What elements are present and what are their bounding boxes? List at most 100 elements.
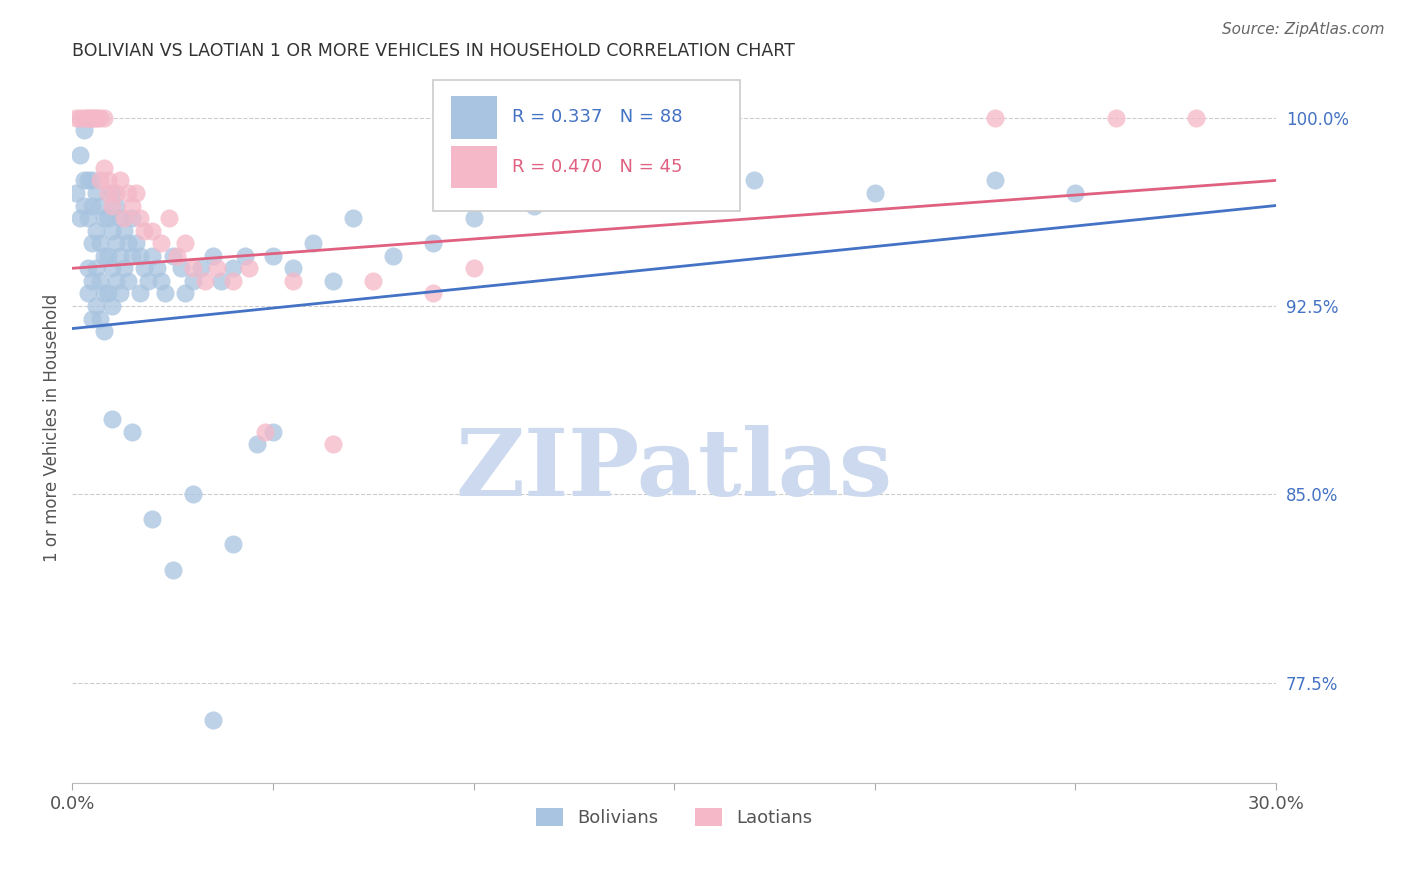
Point bbox=[121, 425, 143, 439]
Point bbox=[281, 261, 304, 276]
Point bbox=[82, 198, 104, 212]
Point bbox=[422, 236, 444, 251]
Point bbox=[89, 173, 111, 187]
Point bbox=[101, 186, 124, 200]
Point bbox=[93, 211, 115, 225]
Point bbox=[984, 173, 1007, 187]
Point bbox=[322, 274, 344, 288]
Point bbox=[69, 148, 91, 162]
Point bbox=[110, 286, 132, 301]
Point bbox=[101, 198, 124, 212]
Point bbox=[82, 236, 104, 251]
Point bbox=[463, 211, 485, 225]
FancyBboxPatch shape bbox=[451, 95, 498, 138]
Point bbox=[121, 211, 143, 225]
Point bbox=[93, 249, 115, 263]
Point bbox=[134, 224, 156, 238]
Point bbox=[105, 236, 128, 251]
Point bbox=[101, 261, 124, 276]
Point bbox=[84, 261, 107, 276]
Point bbox=[181, 261, 204, 276]
Point bbox=[93, 324, 115, 338]
Point bbox=[141, 512, 163, 526]
Point bbox=[129, 286, 152, 301]
Point bbox=[253, 425, 276, 439]
FancyBboxPatch shape bbox=[451, 145, 498, 188]
Point bbox=[173, 286, 195, 301]
Point bbox=[84, 111, 107, 125]
Point bbox=[129, 211, 152, 225]
Point bbox=[105, 198, 128, 212]
Text: Source: ZipAtlas.com: Source: ZipAtlas.com bbox=[1222, 22, 1385, 37]
Point bbox=[138, 274, 160, 288]
Point bbox=[181, 274, 204, 288]
Point bbox=[141, 224, 163, 238]
Point bbox=[93, 161, 115, 175]
Point bbox=[112, 224, 135, 238]
Point bbox=[97, 211, 120, 225]
Point bbox=[190, 261, 212, 276]
Point bbox=[105, 186, 128, 200]
Point bbox=[1185, 111, 1208, 125]
Point bbox=[82, 173, 104, 187]
Point bbox=[262, 249, 284, 263]
Point bbox=[110, 211, 132, 225]
Point bbox=[112, 261, 135, 276]
Point bbox=[157, 211, 180, 225]
Point bbox=[262, 425, 284, 439]
Point bbox=[110, 249, 132, 263]
Point bbox=[166, 249, 188, 263]
Point bbox=[1104, 111, 1126, 125]
Point bbox=[209, 274, 232, 288]
Point bbox=[246, 437, 269, 451]
FancyBboxPatch shape bbox=[433, 79, 741, 211]
Point bbox=[97, 249, 120, 263]
Point bbox=[97, 286, 120, 301]
Point bbox=[984, 111, 1007, 125]
Point bbox=[342, 211, 364, 225]
Point bbox=[121, 198, 143, 212]
Point bbox=[162, 563, 184, 577]
Point bbox=[77, 261, 100, 276]
Point bbox=[201, 713, 224, 727]
Point bbox=[141, 249, 163, 263]
Point bbox=[662, 173, 685, 187]
Point bbox=[543, 111, 565, 125]
Point bbox=[89, 111, 111, 125]
Point bbox=[93, 111, 115, 125]
Point bbox=[69, 211, 91, 225]
Legend: Bolivians, Laotians: Bolivians, Laotians bbox=[529, 801, 820, 834]
Point bbox=[145, 261, 167, 276]
Point bbox=[82, 311, 104, 326]
Point bbox=[125, 236, 148, 251]
Point bbox=[382, 249, 405, 263]
Point bbox=[77, 286, 100, 301]
Point bbox=[69, 111, 91, 125]
Point bbox=[82, 111, 104, 125]
Point bbox=[463, 261, 485, 276]
Y-axis label: 1 or more Vehicles in Household: 1 or more Vehicles in Household bbox=[44, 293, 60, 562]
Point bbox=[110, 173, 132, 187]
Text: R = 0.470   N = 45: R = 0.470 N = 45 bbox=[512, 158, 682, 176]
Point bbox=[112, 211, 135, 225]
Point bbox=[77, 111, 100, 125]
Point bbox=[134, 261, 156, 276]
Point bbox=[117, 186, 139, 200]
Point bbox=[125, 186, 148, 200]
Point bbox=[222, 261, 245, 276]
Point bbox=[89, 198, 111, 212]
Point bbox=[84, 111, 107, 125]
Point bbox=[173, 236, 195, 251]
Point bbox=[77, 211, 100, 225]
Point bbox=[97, 186, 120, 200]
Point bbox=[105, 274, 128, 288]
Point bbox=[89, 311, 111, 326]
Point bbox=[117, 274, 139, 288]
Point bbox=[89, 274, 111, 288]
Text: BOLIVIAN VS LAOTIAN 1 OR MORE VEHICLES IN HOUSEHOLD CORRELATION CHART: BOLIVIAN VS LAOTIAN 1 OR MORE VEHICLES I… bbox=[72, 42, 796, 60]
Point bbox=[361, 274, 384, 288]
Point bbox=[523, 198, 546, 212]
Point bbox=[89, 236, 111, 251]
Point bbox=[77, 173, 100, 187]
Point bbox=[222, 274, 245, 288]
